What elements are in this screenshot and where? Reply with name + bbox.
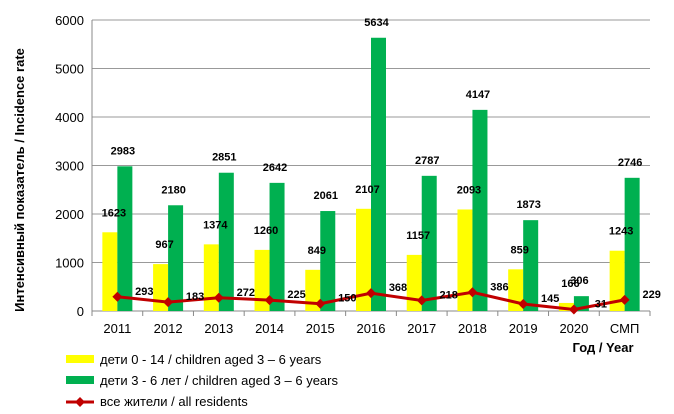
y-tick-label: 4000 <box>55 110 84 125</box>
bar-children-0-14 <box>254 249 270 311</box>
y-tick-label: 2000 <box>55 207 84 222</box>
x-tick-label: 2020 <box>559 321 588 336</box>
data-label-all-residents: 272 <box>237 287 255 299</box>
data-label-children-0-14: 1260 <box>254 225 278 237</box>
bar-children-3-6 <box>117 166 133 311</box>
data-labels: 1623 2983 293 967 2180 183 1374 2851 272 1260 2642… <box>102 17 661 311</box>
legend: дети 0 - 14 / children aged 3 – 6 years … <box>66 352 338 409</box>
point-all-residents <box>518 298 529 309</box>
bar-children-3-6 <box>624 177 640 311</box>
data-label-children-0-14: 2107 <box>355 184 379 196</box>
point-all-residents <box>163 297 174 308</box>
data-label-children-3-6: 2851 <box>212 152 236 164</box>
data-label-children-0-14: 1623 <box>102 207 126 219</box>
x-tick-label: 2016 <box>357 321 386 336</box>
bar-children-0-14 <box>102 232 118 311</box>
legend-swatch-yellow <box>66 355 94 363</box>
data-label-children-3-6: 2180 <box>161 184 185 196</box>
point-all-residents <box>568 304 579 315</box>
data-label-children-3-6: 2061 <box>314 190 338 202</box>
point-all-residents <box>213 292 224 303</box>
point-all-residents <box>315 298 326 309</box>
bar-children-3-6 <box>421 175 437 311</box>
data-label-all-residents: 150 <box>338 293 356 305</box>
data-label-children-0-14: 166 <box>561 278 579 290</box>
data-label-all-residents: 229 <box>642 289 660 301</box>
point-all-residents <box>619 294 630 305</box>
x-tick-label: 2014 <box>255 321 284 336</box>
bar-children-0-14 <box>356 208 371 311</box>
line-series <box>112 287 630 315</box>
point-all-residents <box>112 291 123 302</box>
data-label-children-0-14: 2093 <box>457 184 481 196</box>
data-label-children-3-6: 2787 <box>415 155 439 167</box>
x-tick-label: 2019 <box>509 321 538 336</box>
legend-swatch-green <box>66 376 94 384</box>
bar-children-0-14 <box>609 250 625 311</box>
data-label-children-0-14: 859 <box>511 244 529 256</box>
data-label-children-3-6: 2746 <box>618 157 642 169</box>
bar-children-3-6 <box>218 172 234 311</box>
y-axis-title: Интенсивный показатель / Incidence rate <box>12 48 27 312</box>
data-label-children-3-6: 306 <box>570 275 588 287</box>
x-axis-title: Год / Year <box>572 340 633 355</box>
y-tick-label: 6000 <box>55 13 84 28</box>
data-label-children-0-14: 1157 <box>406 230 430 242</box>
bar-children-3-6 <box>523 220 539 311</box>
data-label-children-3-6: 2642 <box>263 162 287 174</box>
bar-series <box>102 37 640 311</box>
bar-children-0-14 <box>558 302 574 311</box>
x-tick-label: 2017 <box>407 321 436 336</box>
x-tick-label: 2011 <box>103 321 131 336</box>
data-label-children-3-6: 4147 <box>466 89 490 101</box>
data-label-all-residents: 31 <box>595 298 607 310</box>
legend-label-yellow: дети 0 - 14 / children aged 3 – 6 years <box>100 352 322 367</box>
legend-label-green: дети 3 - 6 лет / children aged 3 – 6 yea… <box>100 373 338 388</box>
x-tick-label: 2013 <box>204 321 233 336</box>
data-label-children-0-14: 1374 <box>203 219 228 231</box>
bar-children-3-6 <box>269 182 285 311</box>
data-label-all-residents: 293 <box>135 286 153 298</box>
bar-children-3-6 <box>320 211 336 311</box>
x-tick-label: 2015 <box>306 321 335 336</box>
data-label-children-3-6: 5634 <box>364 17 389 29</box>
point-all-residents <box>416 295 427 306</box>
data-label-children-3-6: 1873 <box>516 199 540 211</box>
data-label-children-3-6: 2983 <box>111 145 135 157</box>
data-label-children-0-14: 1243 <box>609 226 633 238</box>
data-label-all-residents: 145 <box>541 293 559 305</box>
bar-children-0-14 <box>305 269 321 311</box>
bar-children-0-14 <box>153 264 169 311</box>
data-label-all-residents: 225 <box>287 289 305 301</box>
data-label-children-0-14: 849 <box>308 245 326 257</box>
point-all-residents <box>467 287 478 298</box>
bar-children-0-14 <box>406 254 422 311</box>
tick-labels: 0 1000 2000 3000 4000 5000 6000 2011 2012 2013 201… <box>55 13 639 336</box>
legend-label-red: все жители / all residents <box>100 394 248 409</box>
x-tick-label: СМП <box>610 321 639 336</box>
bar-children-0-14 <box>203 244 219 311</box>
bar-children-3-6 <box>371 37 386 311</box>
x-tick-label: 2018 <box>458 321 487 336</box>
y-tick-label: 0 <box>77 304 84 319</box>
data-label-all-residents: 218 <box>440 289 458 301</box>
x-tick-label: 2012 <box>154 321 183 336</box>
y-tick-label: 5000 <box>55 62 84 77</box>
y-tick-label: 1000 <box>55 256 84 271</box>
data-label-all-residents: 368 <box>389 282 407 294</box>
bar-children-3-6 <box>168 205 184 311</box>
data-label-all-residents: 386 <box>490 281 508 293</box>
y-tick-label: 3000 <box>55 159 84 174</box>
point-all-residents <box>366 288 376 299</box>
legend-marker-red <box>75 397 85 407</box>
point-all-residents <box>264 295 275 306</box>
data-label-all-residents: 183 <box>186 291 204 303</box>
bar-children-3-6 <box>472 109 488 311</box>
bar-children-0-14 <box>457 209 473 311</box>
data-label-children-0-14: 967 <box>155 239 173 251</box>
